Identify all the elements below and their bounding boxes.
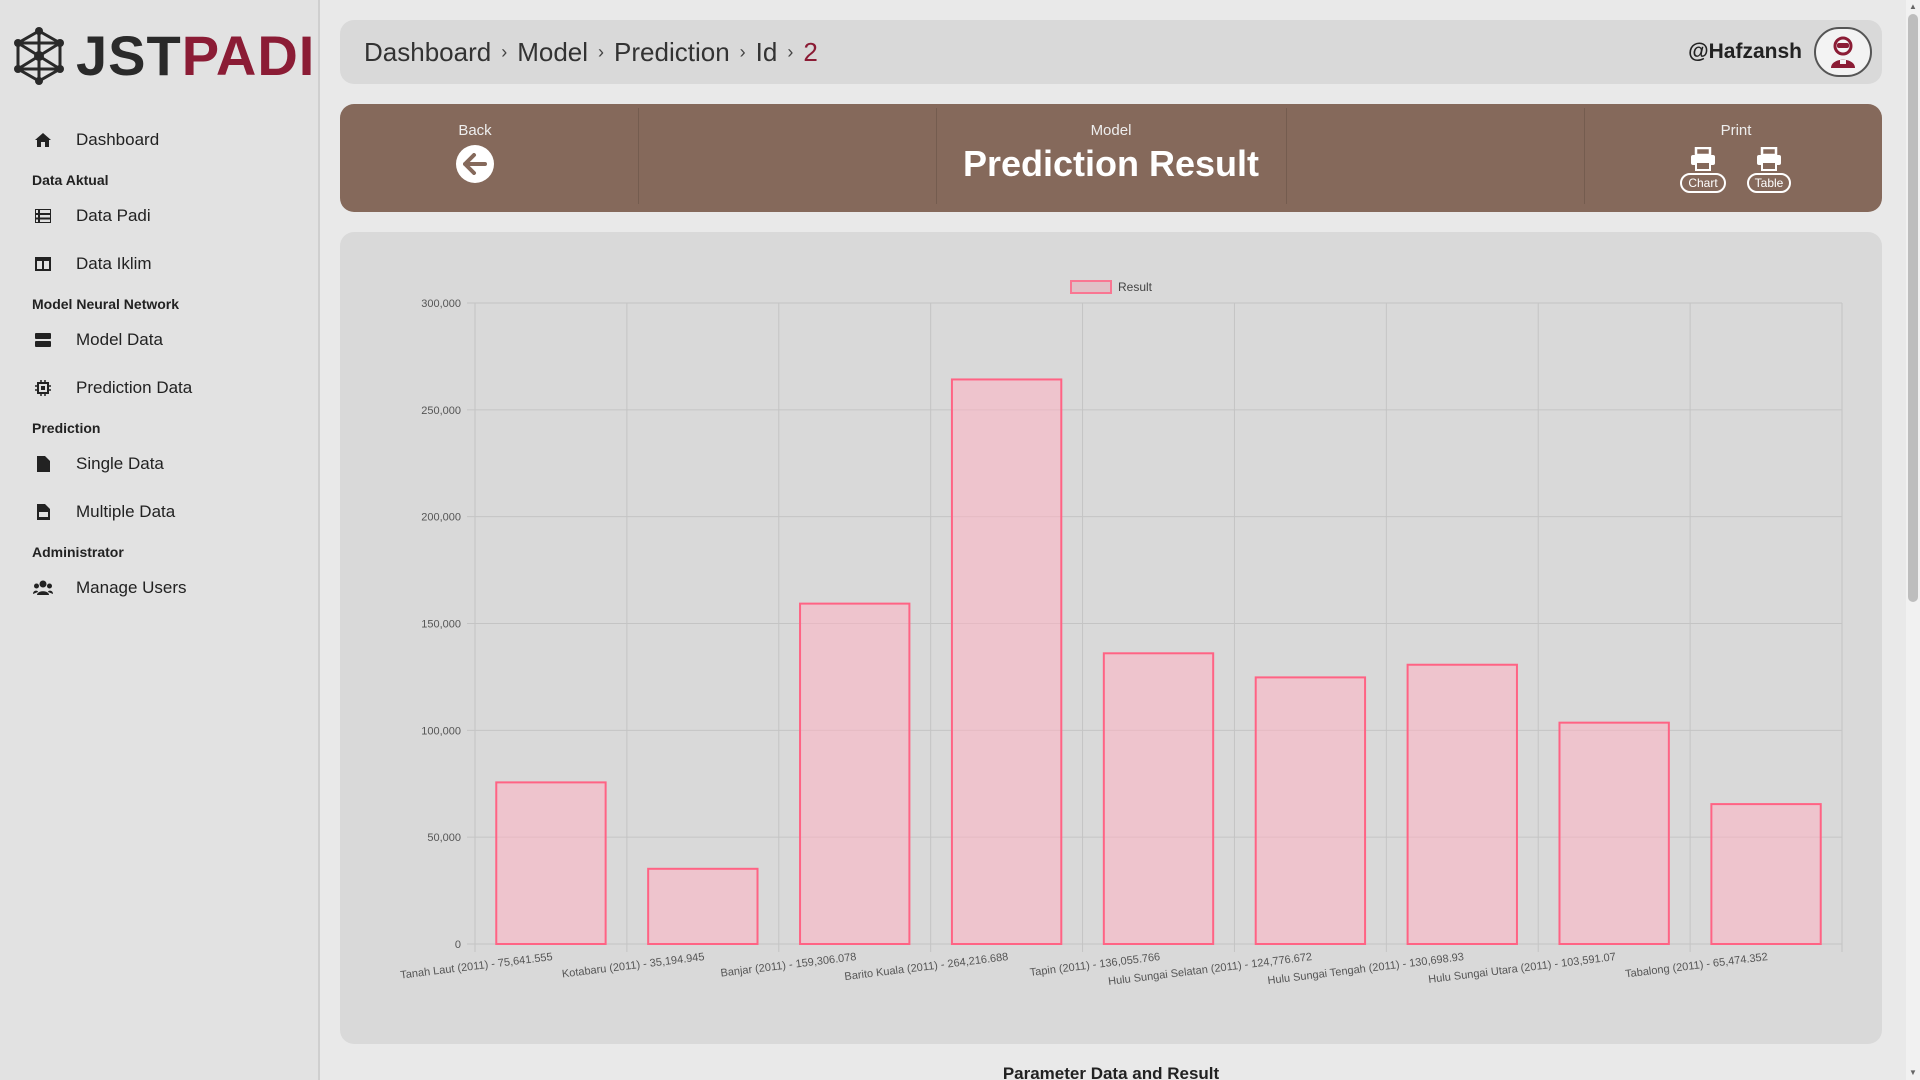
model-label: Model (1090, 122, 1132, 139)
table-list-icon (32, 205, 54, 227)
sidebar-section-title: Model Neural Network (32, 296, 180, 312)
chevron-right-icon: › (501, 41, 508, 62)
chart-card: Result 0 50,000 100,000 150,000 200,000 250,0… (340, 232, 1882, 1044)
x-tick-label: Tanah Laut (2011) - 75,641.555 (400, 951, 554, 982)
scrollbar-thumb[interactable] (1908, 14, 1918, 602)
scroll-down-icon[interactable]: ▼ (1909, 1068, 1917, 1077)
back-block: Back (448, 122, 502, 183)
chart-bar[interactable] (950, 378, 1063, 945)
banner-divider (638, 108, 639, 204)
legend-swatch (1070, 280, 1112, 294)
print-table-button[interactable]: Table (1742, 147, 1796, 193)
print-chart-button[interactable]: Chart (1676, 147, 1730, 193)
breadcrumb-current: 2 (803, 36, 818, 67)
x-tick-label: Banjar (2011) - 159,306.078 (720, 951, 857, 980)
chart-bar[interactable] (1710, 803, 1822, 946)
breadcrumb-model[interactable]: Model (517, 36, 589, 67)
chart-bar[interactable] (1558, 721, 1670, 945)
sidebar-item-label: Data Iklim (76, 254, 152, 273)
sidebar-section-title: Administrator (32, 544, 124, 560)
print-chart-label: Chart (1680, 173, 1726, 193)
top-bar: Dashboard › Model › Prediction › Id › 2 … (340, 20, 1882, 84)
chart-bar[interactable] (1102, 652, 1215, 945)
server-icon (32, 329, 54, 351)
chart-bar[interactable] (647, 867, 759, 945)
brand-logo[interactable]: JSTPADI (12, 24, 315, 88)
printer-icon (1691, 147, 1715, 171)
brand-name-part1: JST (76, 24, 182, 87)
back-label: Back (458, 122, 492, 139)
sidebar-item-multiple-data[interactable]: Multiple Data (32, 494, 302, 530)
sidebar-item-label: Manage Users (76, 578, 187, 597)
sidebar-item-manage-users[interactable]: Manage Users (32, 570, 302, 606)
file-icon (32, 453, 54, 475)
sidebar-item-dashboard[interactable]: Dashboard (32, 122, 302, 158)
sidebar: JSTPADI Dashboard Data Aktual Data Padi … (0, 0, 320, 1080)
banner-divider (936, 108, 937, 204)
network-logo-icon (14, 27, 64, 85)
username: @Hafzansh (1688, 40, 1802, 63)
chip-icon (32, 377, 54, 399)
sidebar-section-title: Data Aktual (32, 172, 109, 188)
y-tick-label: 150,000 (421, 619, 461, 631)
print-block: Print Chart Table (1676, 122, 1796, 193)
chevron-right-icon: › (598, 41, 605, 62)
chevron-right-icon: › (787, 41, 794, 62)
y-tick-label: 300,000 (421, 298, 461, 310)
print-label: Print (1720, 122, 1752, 139)
breadcrumb-prediction[interactable]: Prediction (614, 36, 730, 67)
sidebar-item-label: Data Padi (76, 206, 151, 225)
breadcrumb-dashboard[interactable]: Dashboard (364, 36, 492, 67)
sidebar-item-label: Model Data (76, 330, 163, 349)
arrow-left-icon (463, 153, 487, 175)
legend-label: Result (1118, 280, 1153, 294)
banner-divider (1286, 108, 1287, 204)
home-icon (32, 129, 54, 151)
page-title: Prediction Result (962, 143, 1260, 184)
chevron-right-icon: › (739, 41, 746, 62)
chart-bar[interactable] (495, 781, 607, 945)
breadcrumb: Dashboard › Model › Prediction › Id › 2 (364, 20, 818, 84)
sidebar-item-data-padi[interactable]: Data Padi (32, 198, 302, 234)
sidebar-item-label: Single Data (76, 454, 164, 473)
printer-icon (1757, 147, 1781, 171)
chart-legend[interactable]: Result (1070, 280, 1152, 294)
sidebar-item-prediction-data[interactable]: Prediction Data (32, 370, 302, 406)
breadcrumb-id[interactable]: Id (755, 36, 778, 67)
user-menu[interactable]: @Hafzansh (1688, 27, 1872, 77)
sidebar-item-label: Multiple Data (76, 502, 176, 521)
print-table-label: Table (1746, 173, 1792, 193)
table-columns-icon (32, 253, 54, 275)
y-tick-label: 50,000 (427, 832, 461, 844)
back-button[interactable] (456, 145, 494, 183)
scrollbar[interactable]: ▲ ▼ (1906, 0, 1920, 1080)
x-tick-label: Kotabaru (2011) - 35,194.945 (561, 951, 705, 980)
sidebar-item-label: Prediction Data (76, 378, 193, 397)
banner-divider (1584, 108, 1585, 204)
sidebar-item-single-data[interactable]: Single Data (32, 446, 302, 482)
chart-bar[interactable] (799, 602, 911, 945)
bar-chart: 0 50,000 100,000 150,000 200,000 250,000 300,0… (400, 298, 1843, 988)
x-tick-label: Barito Kuala (2011) - 264,216.688 (844, 951, 1009, 983)
brand-name-part2: PADI (181, 24, 316, 87)
sidebar-item-data-iklim[interactable]: Data Iklim (32, 246, 302, 282)
chart-bar[interactable] (1406, 663, 1518, 945)
chart-bar[interactable] (1254, 676, 1367, 945)
y-tick-label: 100,000 (421, 725, 461, 737)
sidebar-item-model-data[interactable]: Model Data (32, 322, 302, 358)
sidebar-section-title: Prediction (32, 420, 101, 436)
user-robot-icon (1831, 36, 1855, 68)
avatar[interactable] (1814, 27, 1872, 77)
section-title-parameter: Parameter Data and Result (1002, 1064, 1220, 1080)
scroll-up-icon[interactable]: ▲ (1909, 2, 1917, 11)
file-csv-icon (32, 501, 54, 523)
x-tick-label: Tabalong (2011) - 65,474.352 (1625, 951, 1769, 980)
sidebar-item-label: Dashboard (76, 130, 160, 149)
users-icon (32, 577, 54, 599)
header-banner: Back Model Prediction Result Print Chart… (340, 104, 1882, 212)
y-tick-label: 250,000 (421, 405, 461, 417)
title-block: Model Prediction Result (340, 122, 1882, 185)
y-tick-label: 200,000 (421, 512, 461, 524)
y-tick-label: 0 (455, 939, 461, 951)
